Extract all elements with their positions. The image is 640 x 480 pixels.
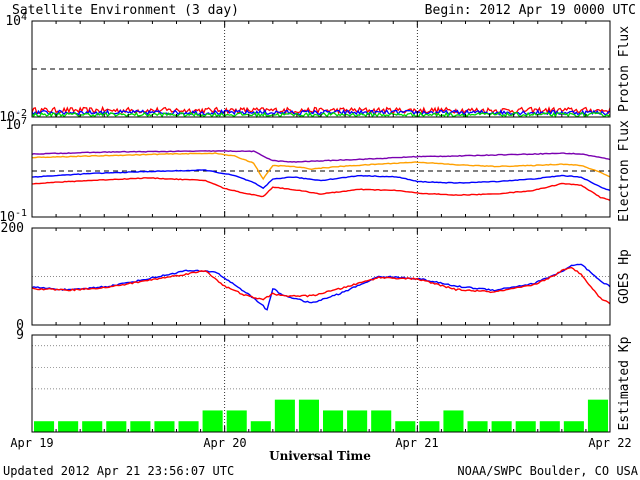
kp-bar xyxy=(443,410,464,432)
kp-bar xyxy=(419,421,440,432)
kp-bar xyxy=(202,410,223,432)
kp-bar xyxy=(491,421,512,432)
credit: NOAA/SWPC Boulder, CO USA xyxy=(457,464,638,478)
kp-bar xyxy=(250,421,271,432)
panel-y-label: Electron Flux xyxy=(617,120,632,222)
kp-bar xyxy=(395,421,416,432)
goes-hp-panel: 200 0 GOES Hp xyxy=(1,221,632,333)
kp-bar xyxy=(106,421,127,432)
kp-bar xyxy=(130,421,151,432)
kp-bar xyxy=(226,410,247,432)
series-line xyxy=(31,150,611,163)
y-tick-label: 10-2 xyxy=(0,108,27,125)
updated-time: Updated 2012 Apr 21 23:56:07 UTC xyxy=(3,464,234,478)
series-line xyxy=(31,266,611,305)
y-tick-label: 107 xyxy=(5,116,27,133)
kp-bar xyxy=(154,421,175,432)
series-line xyxy=(31,263,611,311)
kp-bar xyxy=(274,399,295,432)
panel-y-label: GOES Hp xyxy=(617,249,632,304)
kp-bar xyxy=(178,421,199,432)
series-line xyxy=(31,177,611,201)
begin-time: Begin: 2012 Apr 19 0000 UTC xyxy=(425,3,636,18)
y-tick-label: 10-1 xyxy=(0,208,27,225)
x-tick-label-0: Apr 19 xyxy=(10,436,53,450)
kp-bar xyxy=(34,421,55,432)
kp-bar xyxy=(347,410,368,432)
kp-bar xyxy=(298,399,319,432)
series-line xyxy=(32,152,611,181)
kp-bar xyxy=(323,410,344,432)
panel-frame xyxy=(31,334,611,433)
kp-bar xyxy=(58,421,79,432)
series-line xyxy=(31,169,611,192)
estimated-kp-panel: 9 Estimated Kp xyxy=(16,328,632,433)
y-tick-label: 200 xyxy=(1,221,24,236)
y-tick-label: 104 xyxy=(5,12,27,29)
y-tick-label: 9 xyxy=(16,328,24,343)
panel-y-label: Proton Flux xyxy=(617,26,632,112)
x-tick-label-1: Apr 20 xyxy=(203,436,246,450)
kp-bar xyxy=(563,421,584,432)
kp-bar xyxy=(467,421,488,432)
kp-bar xyxy=(82,421,103,432)
proton-flux-panel: 104 10-2 Proton Flux xyxy=(0,12,632,125)
electron-flux-panel: 107 10-1 Electron Flux xyxy=(0,116,632,225)
chart-title: Satellite Environment (3 day) xyxy=(12,3,239,18)
x-axis-label: Universal Time xyxy=(269,449,371,463)
kp-bar xyxy=(587,399,608,432)
y-tick-label: 0 xyxy=(16,318,24,333)
x-tick-label-2: Apr 21 xyxy=(395,436,438,450)
x-tick-label-3: Apr 22 xyxy=(588,436,631,450)
kp-bar xyxy=(515,421,536,432)
kp-bar xyxy=(539,421,560,432)
panel-y-label: Estimated Kp xyxy=(617,336,632,430)
kp-bar xyxy=(371,410,392,432)
